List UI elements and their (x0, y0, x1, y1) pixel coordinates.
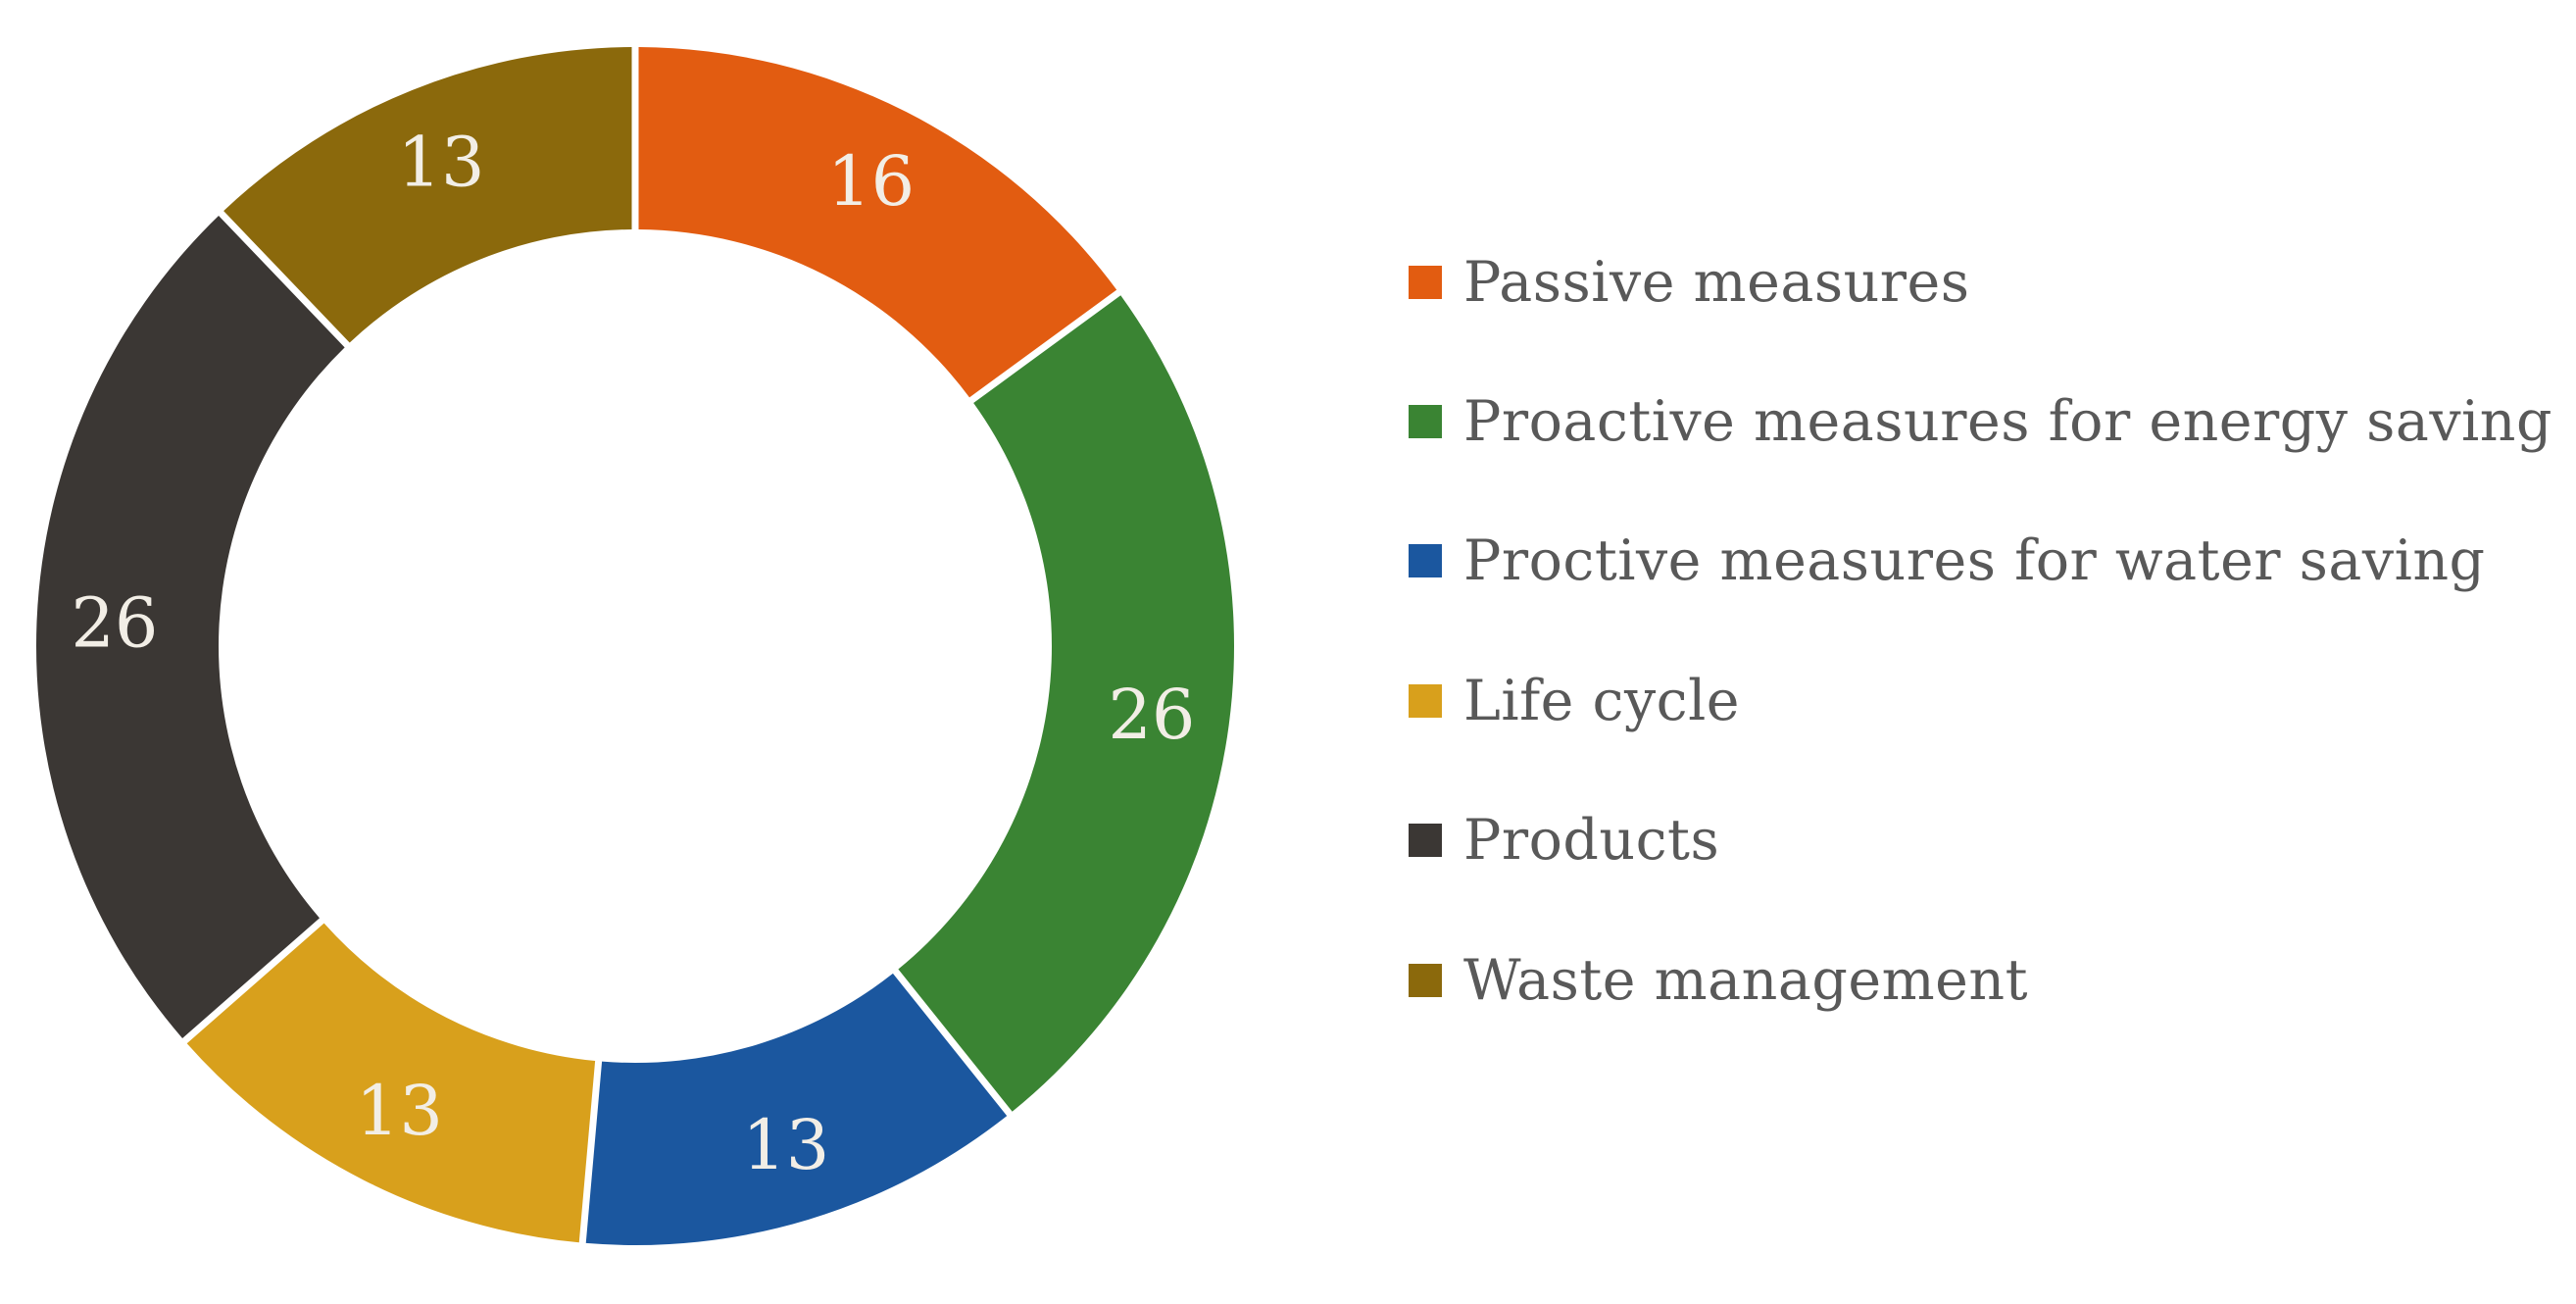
legend-label: Passive measures (1463, 250, 1970, 315)
legend-label: Proctive measures for water saving (1463, 528, 2486, 593)
donut-value-label-4: 26 (71, 583, 158, 664)
donut-value-label-5: 13 (397, 123, 484, 203)
donut-value-label-0: 16 (827, 141, 915, 222)
legend-swatch-icon (1409, 684, 1442, 718)
legend-swatch-icon (1409, 266, 1442, 299)
donut-segment-3 (186, 923, 596, 1243)
donut-segment-5 (223, 47, 632, 343)
legend-item: Passive measures (1409, 247, 1970, 318)
legend-swatch-icon (1409, 405, 1442, 438)
donut-segment-4 (35, 215, 345, 1038)
legend-item: Life cycle (1409, 666, 1740, 736)
legend-label: Products (1463, 808, 1720, 873)
donut-value-label-2: 13 (742, 1105, 829, 1185)
donut-segment-2 (585, 973, 1008, 1246)
legend-swatch-icon (1409, 544, 1442, 577)
legend-swatch-icon (1409, 964, 1442, 997)
legend-swatch-icon (1409, 824, 1442, 857)
legend-label: Life cycle (1463, 669, 1741, 733)
donut-value-label-1: 26 (1108, 675, 1195, 755)
legend-item: Proactive measures for energy saving (1409, 386, 2552, 457)
donut-segment-0 (638, 47, 1117, 398)
donut-value-label-3: 13 (356, 1071, 443, 1151)
legend-item: Waste management (1409, 945, 2028, 1016)
donut-segment-1 (898, 295, 1235, 1112)
legend-item: Products (1409, 805, 1719, 876)
legend-label: Waste management (1463, 948, 2028, 1013)
legend-item: Proctive measures for water saving (1409, 526, 2486, 596)
legend-label: Proactive measures for energy saving (1463, 389, 2552, 454)
